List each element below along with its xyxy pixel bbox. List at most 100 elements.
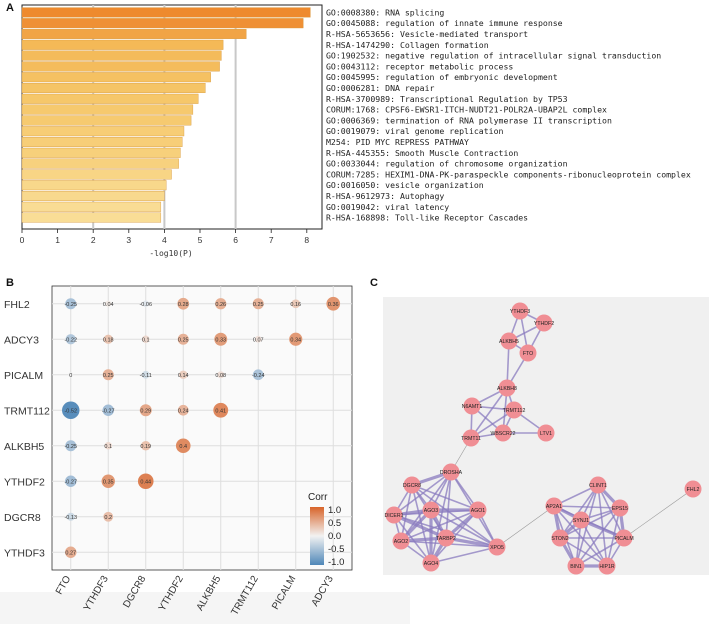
bar-chart-bar	[21, 126, 185, 137]
correlation-value: -0.13	[64, 515, 77, 521]
correlation-value: 0.04	[103, 302, 114, 308]
network-node	[463, 397, 481, 415]
bar-chart-tick-label: 2	[91, 235, 96, 245]
correlation-value: 0.25	[253, 302, 264, 308]
bar-chart-bar	[21, 201, 162, 212]
correlation-dot	[215, 298, 227, 310]
bar-chart-category-label: R-HSA-3700989: Transcriptional Regulatio…	[326, 94, 568, 104]
network-node-label: TRMT112	[503, 408, 526, 414]
correlation-dot	[140, 440, 151, 451]
bar-chart-bar	[21, 147, 181, 158]
correlation-value: 0.25	[178, 337, 189, 343]
network-node-label: AGO4	[424, 561, 439, 567]
bar-chart-bar	[21, 82, 206, 93]
network-edge	[575, 537, 625, 567]
correlation-dot	[326, 296, 341, 311]
correlation-dot	[66, 512, 75, 521]
bar-chart-category-label: GO:0045088: regulation of innate immune …	[326, 18, 563, 28]
bar-chart-category-label: R-HSA-1474290: Collagen formation	[326, 40, 489, 50]
matrix-row-label: TRMT112	[4, 405, 50, 417]
network-node-label: YTHDF3	[510, 309, 530, 315]
network-node	[611, 499, 629, 517]
correlation-dot	[142, 300, 149, 307]
correlation-value: -0.24	[252, 373, 265, 379]
network-node	[462, 429, 480, 447]
bar-chart-category-label: R-HSA-9612973: Autophagy	[326, 191, 444, 201]
correlation-value: -0.06	[139, 302, 152, 308]
correlation-dot	[291, 299, 301, 309]
correlation-value: 0.29	[140, 408, 151, 414]
correlation-dot	[65, 440, 77, 452]
bar-chart-tick-label: 8	[304, 235, 309, 245]
bar-chart-bar	[21, 7, 311, 18]
correlation-dot	[177, 333, 189, 345]
matrix-row-label: YTHDF2	[4, 476, 45, 488]
bar-chart-bar	[21, 50, 222, 61]
network-node	[551, 529, 569, 547]
network-edge	[400, 509, 479, 542]
correlation-value: -0.25	[64, 444, 77, 450]
correlation-value: 0.36	[328, 302, 339, 308]
bar-chart-bar	[21, 72, 211, 83]
correlation-value: 0.4	[179, 444, 187, 450]
network-node-label: AP2A1	[546, 504, 562, 510]
network-edge	[553, 505, 608, 567]
bar-chart-category-label: GO:0006281: DNA repair	[326, 83, 435, 93]
legend-title: Corr	[308, 492, 328, 503]
network-edge	[430, 509, 479, 564]
matrix-row-label: ALKBH5	[4, 441, 44, 453]
bar-chart-tick-label: 0	[20, 235, 25, 245]
correlation-frame	[51, 285, 353, 571]
network-edge	[470, 387, 508, 439]
network-node	[437, 529, 455, 547]
correlation-value: 0.27	[65, 550, 76, 556]
matrix-row-label: PICALM	[4, 370, 43, 382]
network-node-label: ALKBH8	[497, 386, 517, 392]
network-edge	[411, 484, 498, 548]
bar-chart-bar	[21, 180, 167, 191]
bar-chart-bar	[21, 158, 179, 169]
correlation-dot	[62, 401, 80, 419]
network-node-label: AGO3	[424, 508, 439, 514]
network-edge	[430, 546, 498, 564]
network-node-label: TARBP2	[436, 536, 456, 542]
network-edge	[575, 507, 621, 567]
network-node-label: DROSHA	[440, 470, 463, 476]
correlation-value: -0.27	[102, 408, 115, 414]
correlation-value: 0.24	[178, 408, 189, 414]
legend-colorbar	[310, 507, 324, 565]
legend-tick-label: -0.5	[328, 544, 344, 555]
correlation-dot	[65, 475, 77, 487]
bar-chart-xlabel: -log10(P)	[149, 249, 192, 258]
network-edge	[606, 507, 621, 567]
network-edge	[597, 484, 608, 567]
panel-label-a: A	[6, 2, 14, 14]
network-node	[519, 344, 537, 362]
network-node	[403, 476, 421, 494]
network-edge	[411, 484, 479, 511]
network-node-label: STON2	[551, 536, 568, 542]
bar-chart-tick-label: 5	[198, 235, 203, 245]
bar-chart-category-label: GO:0019079: viral genome replication	[326, 126, 504, 136]
bar-chart-tick-label: 4	[162, 235, 167, 245]
bar-chart-category-label: GO:0006369: termination of RNA polymeras…	[326, 115, 612, 125]
correlation-value: 0.25	[103, 373, 114, 379]
bar-chart-category-label: GO:0019042: viral latency	[326, 202, 449, 212]
correlation-dot	[105, 300, 112, 307]
network-node-label: AGO2	[394, 539, 409, 545]
correlation-value: 0.26	[215, 302, 226, 308]
network-edge	[623, 488, 694, 539]
correlation-dot	[101, 474, 115, 488]
bar-chart-category-label: CORUM:1768: CPSF6-EWSR1-ITCH-NUDT21-POLR…	[326, 105, 607, 115]
network-node-label: CLINT1	[589, 483, 607, 489]
bar-chart-bar	[21, 18, 304, 29]
network-edge	[430, 509, 498, 548]
bar-chart-category-label: R-HSA-168898: Toll-like Receptor Cascade…	[326, 213, 528, 223]
network-edge	[445, 471, 452, 539]
matrix-row-label: FHL2	[4, 299, 30, 311]
network-node	[537, 424, 555, 442]
network-node	[498, 379, 516, 397]
legend-tick-label: 0.0	[328, 531, 341, 542]
network-edge	[559, 537, 608, 567]
